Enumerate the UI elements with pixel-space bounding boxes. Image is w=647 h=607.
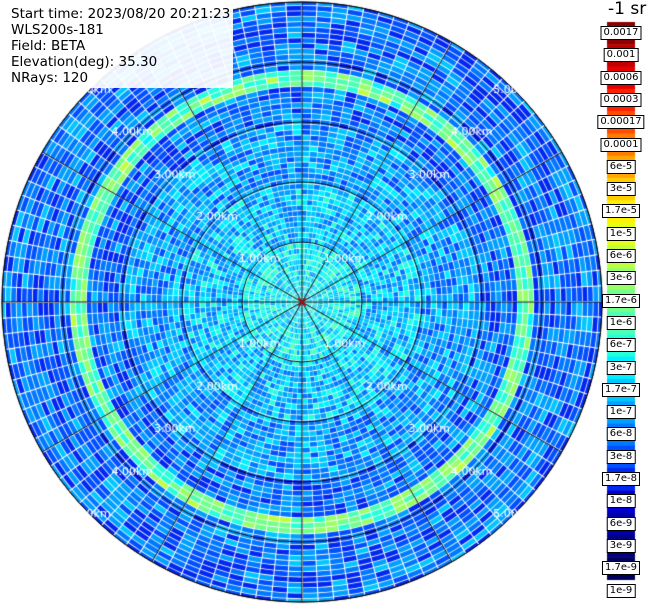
start-time-text: Start time: 2023/08/20 20:21:23 [11, 6, 231, 22]
elevation-text: Elevation(deg): 35.30 [11, 54, 158, 70]
colorbar-unit: -1 sr [608, 0, 647, 19]
field-text: Field: BETA [11, 38, 86, 54]
instrument-text: WLS200s-181 [11, 22, 104, 38]
nrays-text: NRays: 120 [11, 70, 89, 86]
scan-info-panel: Start time: 2023/08/20 20:21:23 WLS200s-… [11, 5, 234, 88]
